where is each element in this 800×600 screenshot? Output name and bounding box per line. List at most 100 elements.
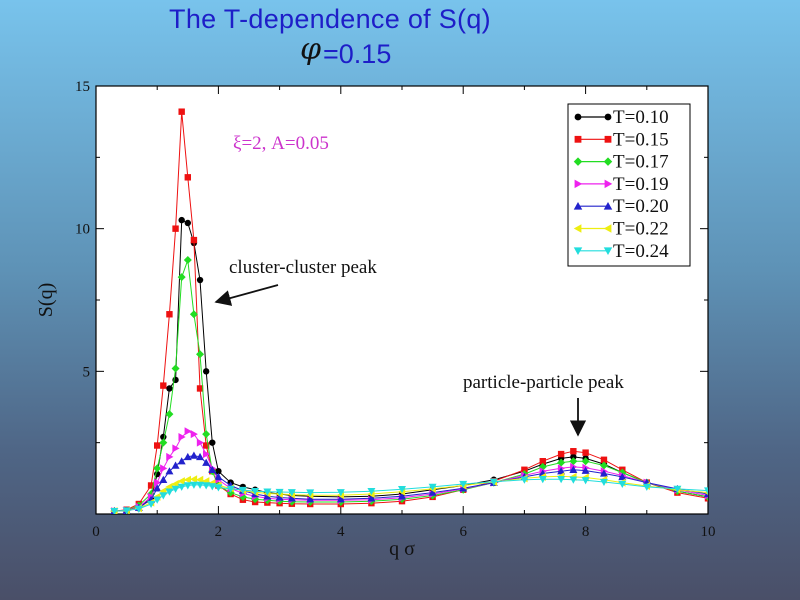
data-point <box>581 457 590 466</box>
data-point <box>520 476 529 484</box>
data-point <box>581 466 590 474</box>
legend: T=0.10T=0.15T=0.17T=0.19T=0.20T=0.22T=0.… <box>567 103 691 267</box>
legend-label: T=0.17 <box>613 152 669 173</box>
data-point <box>134 505 143 513</box>
legend-box <box>567 103 691 267</box>
legend-marker <box>573 157 583 166</box>
legend-marker <box>604 135 612 143</box>
data-point <box>599 478 608 487</box>
data-point <box>166 452 174 461</box>
legend-marker <box>603 201 613 210</box>
data-point <box>171 364 180 373</box>
legend-label: T=0.19 <box>613 174 669 195</box>
data-point <box>189 451 198 459</box>
data-point <box>569 465 578 473</box>
data-point <box>189 475 198 484</box>
data-point <box>287 489 296 497</box>
data-point <box>600 456 608 463</box>
y-axis-title: S(q) <box>35 283 57 317</box>
data-point <box>428 488 437 496</box>
data-point <box>196 385 204 392</box>
data-point <box>459 480 468 489</box>
legend-marker <box>603 247 613 256</box>
legend-label: T=0.24 <box>613 241 669 262</box>
data-point <box>196 481 205 489</box>
data-point <box>569 476 578 484</box>
data-point <box>642 483 651 491</box>
particle-peak-annotation: particle-particle peak <box>463 372 624 393</box>
series-t-0-24 <box>110 475 708 514</box>
data-point <box>177 483 186 491</box>
legend-marker <box>574 135 582 143</box>
legend-marker <box>574 113 582 121</box>
legend-marker <box>574 179 583 189</box>
legend-label: T=0.20 <box>613 196 669 217</box>
data-point <box>153 496 162 504</box>
data-point <box>208 483 217 491</box>
data-point <box>177 273 186 282</box>
data-point <box>122 507 131 514</box>
x-tick-label: 4 <box>337 524 345 540</box>
data-point <box>618 472 627 481</box>
data-point <box>367 487 376 496</box>
data-point <box>160 464 168 473</box>
data-point <box>306 495 315 503</box>
data-point <box>159 438 168 447</box>
data-point <box>184 174 191 181</box>
data-point <box>215 468 222 475</box>
data-point <box>183 256 192 265</box>
data-point <box>202 458 211 466</box>
data-point <box>214 472 223 481</box>
data-point <box>570 448 577 455</box>
y-tick-label: 15 <box>75 79 90 95</box>
data-point <box>183 475 191 484</box>
data-point <box>263 488 272 496</box>
params-annotation: ξ=2, A=0.05 <box>233 133 329 154</box>
data-point <box>196 276 204 284</box>
legend-marker <box>573 247 583 256</box>
data-point <box>190 236 198 244</box>
data-point <box>582 449 589 456</box>
data-point <box>183 452 192 461</box>
data-point <box>367 494 376 502</box>
data-point <box>159 475 168 483</box>
data-point <box>178 432 186 441</box>
legend-marker <box>603 157 613 166</box>
data-point <box>153 484 162 492</box>
data-point <box>202 482 211 490</box>
axis-ticks: 0 2 4 6 8 10 5 10 15 <box>75 79 716 540</box>
data-point <box>154 478 162 487</box>
legend-label: T=0.10 <box>613 107 669 128</box>
data-point <box>673 485 682 493</box>
data-point <box>538 475 547 484</box>
slide-subtitle: φ=0.15 <box>300 32 391 71</box>
data-point <box>428 483 437 491</box>
legend-label: T=0.15 <box>613 129 669 150</box>
data-point <box>557 467 566 475</box>
data-point <box>202 442 210 449</box>
data-point <box>196 438 205 447</box>
data-point <box>599 469 608 477</box>
data-point <box>190 430 198 439</box>
legend-marker <box>604 113 612 121</box>
data-point <box>171 461 180 469</box>
data-point <box>251 487 260 496</box>
y-tick-label: 10 <box>75 222 90 238</box>
data-point <box>704 490 708 498</box>
data-point <box>172 225 179 232</box>
data-point <box>154 442 161 449</box>
data-point <box>521 466 528 473</box>
legend-marker <box>573 201 583 210</box>
data-point <box>569 457 578 466</box>
data-point <box>165 467 174 475</box>
data-point <box>398 492 406 500</box>
data-point <box>202 450 211 459</box>
legend-marker <box>603 224 612 233</box>
x-tick-label: 0 <box>92 524 100 540</box>
data-point <box>165 488 174 496</box>
data-point <box>263 492 272 500</box>
data-point <box>178 216 185 224</box>
data-point <box>178 108 185 115</box>
x-tick-label: 6 <box>459 524 467 540</box>
data-point <box>183 482 192 490</box>
